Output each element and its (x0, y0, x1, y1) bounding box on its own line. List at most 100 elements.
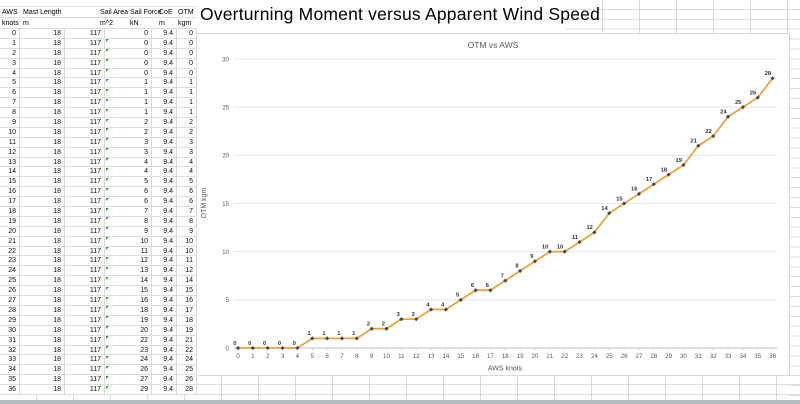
table-cell[interactable]: 117 (65, 335, 105, 346)
table-header-cell[interactable]: Mast Length (20, 7, 65, 18)
table-cell[interactable]: 0 (105, 29, 152, 39)
table-cell[interactable]: 9.4 (152, 187, 177, 198)
table-cell[interactable]: 30 (0, 325, 20, 336)
table-cell[interactable]: 17 (177, 305, 197, 316)
table-cell[interactable]: 3 (177, 137, 197, 148)
table-cell[interactable]: 18 (20, 58, 65, 69)
table-cell[interactable]: 9.4 (152, 345, 177, 356)
table-cell[interactable]: 9.4 (152, 286, 177, 297)
table-cell[interactable]: 22 (177, 345, 197, 356)
table-cell[interactable]: 1 (105, 108, 152, 119)
table-cell[interactable]: 117 (65, 137, 105, 148)
table-header-cell[interactable]: m (152, 18, 177, 29)
table-cell[interactable]: 4 (105, 167, 152, 178)
table-cell[interactable]: 18 (20, 345, 65, 356)
table-cell[interactable]: 9.4 (152, 226, 177, 237)
table-cell[interactable]: 9.4 (152, 207, 177, 217)
data-table[interactable]: AWS Mast Length Sail Area Sail Force CoE OTM k… (0, 6, 197, 395)
table-cell[interactable]: 26 (105, 365, 152, 376)
table-cell[interactable]: 18 (20, 167, 65, 178)
table-cell[interactable]: 1 (0, 38, 20, 49)
table-cell[interactable]: 117 (65, 305, 105, 316)
table-cell[interactable]: 18 (20, 246, 65, 257)
table-cell[interactable]: 32 (0, 345, 20, 356)
table-cell[interactable]: 18 (20, 98, 65, 109)
table-cell[interactable]: 18 (20, 305, 65, 316)
table-cell[interactable]: 18 (20, 355, 65, 366)
table-cell[interactable]: 18 (20, 385, 65, 395)
table-cell[interactable]: 117 (65, 207, 105, 217)
table-cell[interactable]: 117 (65, 78, 105, 89)
table-header-cell[interactable]: OTM (177, 7, 197, 18)
table-cell[interactable]: 0 (177, 38, 197, 49)
table-cell[interactable]: 18 (20, 177, 65, 188)
table-cell[interactable]: 18 (20, 118, 65, 128)
table-cell[interactable]: 18 (20, 276, 65, 287)
table-cell[interactable]: 18 (20, 207, 65, 217)
table-cell[interactable]: 26 (177, 375, 197, 386)
table-cell[interactable]: 117 (65, 385, 105, 395)
table-cell[interactable]: 15 (105, 286, 152, 297)
table-cell[interactable]: 19 (0, 216, 20, 227)
table-cell[interactable]: 18 (20, 216, 65, 227)
table-cell[interactable]: 9.4 (152, 385, 177, 395)
table-cell[interactable]: 9.4 (152, 88, 177, 99)
table-cell[interactable]: 18 (20, 68, 65, 79)
table-header-cell[interactable]: kN (105, 18, 152, 29)
table-cell[interactable]: 0 (177, 48, 197, 59)
empty-cells-right[interactable] (789, 0, 800, 404)
table-cell[interactable]: 5 (0, 78, 20, 89)
table-cell[interactable]: 9.4 (152, 325, 177, 336)
table-cell[interactable]: 15 (0, 177, 20, 188)
table-cell[interactable]: 9.4 (152, 78, 177, 89)
table-cell[interactable]: 9.4 (152, 256, 177, 267)
table-header-cell[interactable]: Sail Area (65, 7, 128, 18)
table-cell[interactable]: 18 (20, 78, 65, 89)
table-cell[interactable]: 18 (20, 147, 65, 158)
table-cell[interactable]: 23 (105, 345, 152, 356)
table-cell[interactable]: 9.4 (152, 157, 177, 168)
table-cell[interactable]: 18 (0, 207, 20, 217)
table-cell[interactable]: 9.4 (152, 335, 177, 346)
table-cell[interactable]: 6 (0, 88, 20, 99)
table-cell[interactable]: 19 (177, 325, 197, 336)
table-cell[interactable]: 14 (0, 167, 20, 178)
table-cell[interactable]: 6 (105, 197, 152, 208)
table-cell[interactable]: 18 (177, 315, 197, 326)
table-cell[interactable]: 27 (0, 296, 20, 306)
table-cell[interactable]: 9.4 (152, 197, 177, 208)
table-cell[interactable]: 8 (177, 216, 197, 227)
table-cell[interactable]: 117 (65, 147, 105, 158)
table-cell[interactable]: 24 (105, 355, 152, 366)
table-cell[interactable]: 7 (177, 207, 197, 217)
table-cell[interactable]: 14 (177, 276, 197, 287)
table-cell[interactable]: 117 (65, 167, 105, 178)
table-cell[interactable]: 9 (0, 118, 20, 128)
table-cell[interactable]: 0 (105, 68, 152, 79)
table-cell[interactable]: 11 (105, 246, 152, 257)
table-cell[interactable]: 34 (0, 365, 20, 376)
table-cell[interactable]: 18 (20, 256, 65, 267)
table-cell[interactable]: 3 (105, 137, 152, 148)
table-cell[interactable]: 0 (105, 48, 152, 59)
table-cell[interactable]: 5 (105, 177, 152, 188)
table-cell[interactable]: 18 (20, 296, 65, 306)
empty-cells-top-right[interactable] (566, 0, 790, 33)
table-cell[interactable]: 9 (177, 226, 197, 237)
table-cell[interactable]: 9.4 (152, 355, 177, 366)
table-cell[interactable]: 117 (65, 226, 105, 237)
table-cell[interactable]: 117 (65, 375, 105, 386)
table-cell[interactable]: 9.4 (152, 296, 177, 306)
table-cell[interactable]: 18 (20, 236, 65, 247)
table-cell[interactable]: 2 (105, 127, 152, 138)
table-cell[interactable]: 18 (20, 88, 65, 99)
table-cell[interactable]: 117 (65, 286, 105, 297)
table-cell[interactable]: 20 (0, 226, 20, 237)
table-cell[interactable]: 17 (0, 197, 20, 208)
table-cell[interactable]: 18 (20, 226, 65, 237)
table-cell[interactable]: 18 (20, 108, 65, 119)
table-cell[interactable]: 9.4 (152, 216, 177, 227)
table-cell[interactable]: 117 (65, 325, 105, 336)
table-cell[interactable]: 9.4 (152, 48, 177, 59)
table-cell[interactable]: 117 (65, 68, 105, 79)
